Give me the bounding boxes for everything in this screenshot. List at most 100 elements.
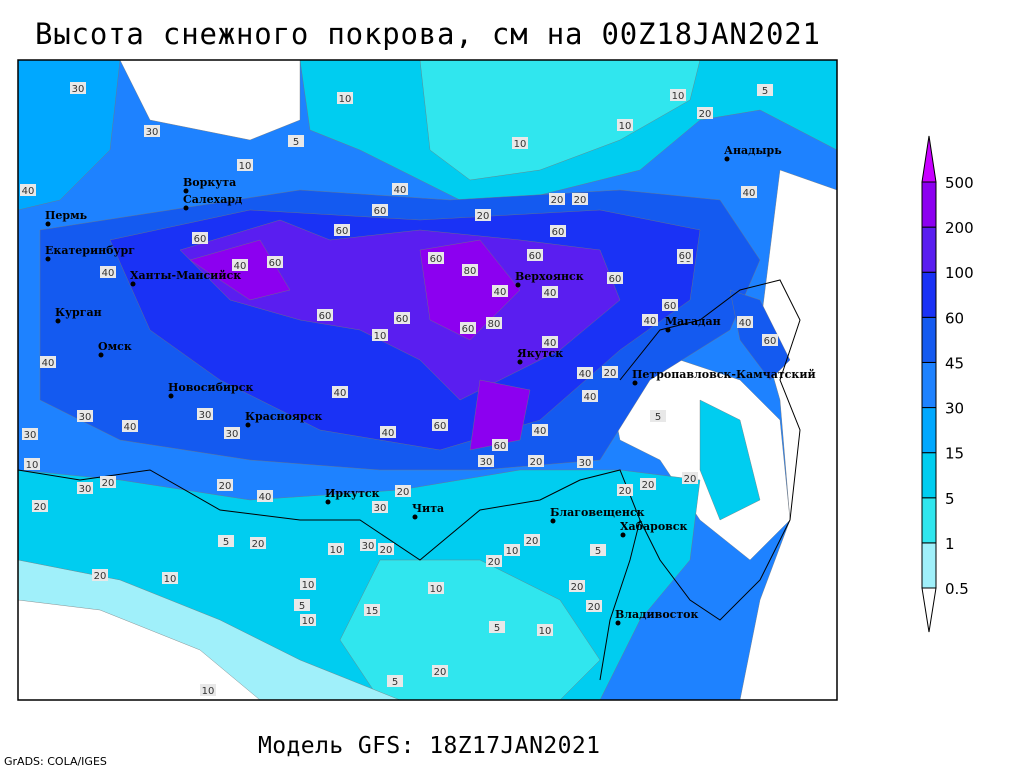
contour-label-box (762, 334, 778, 346)
contour-label: 30 (374, 503, 387, 514)
city-dot (245, 422, 251, 428)
contour-label: 20 (94, 571, 107, 582)
contour-label: 20 (219, 481, 232, 492)
contour-label: 40 (739, 318, 752, 329)
city-dot (183, 205, 189, 211)
contour-label: 40 (743, 188, 756, 199)
contour-label-box (250, 537, 266, 549)
contour-label: 20 (526, 536, 539, 547)
contour-label-box (428, 252, 444, 264)
contour-label-box (572, 193, 588, 205)
city-dot (620, 532, 626, 538)
contour-label: 60 (374, 206, 387, 217)
contour-label-box (528, 455, 544, 467)
city-dot (515, 282, 521, 288)
contour-label: 40 (124, 422, 137, 433)
contour-label: 20 (380, 545, 393, 556)
contour-label: 20 (571, 582, 584, 593)
city-dot (412, 514, 418, 520)
contour-label-box (542, 336, 558, 348)
city-name: Новосибирск (168, 381, 253, 394)
contour-label-box (640, 478, 656, 490)
snow-area (699, 399, 761, 521)
contour-label: 5 (299, 601, 305, 612)
contour-label: 30 (79, 484, 92, 495)
contour-label: 60 (764, 336, 777, 347)
contour-label-box (486, 555, 502, 567)
contour-label: 40 (22, 186, 35, 197)
colorbar-band (921, 452, 937, 499)
contour-label-box (512, 137, 528, 149)
contour-label: 40 (584, 392, 597, 403)
colorbar-label: 5 (945, 490, 955, 508)
contour-label-box (200, 684, 216, 696)
contour-label-box (372, 204, 388, 216)
contour-label-box (394, 312, 410, 324)
contour-label-box (267, 256, 283, 268)
contour-label: 5 (223, 537, 229, 548)
contour-label-box (334, 224, 350, 236)
city-name: Воркута (183, 176, 236, 189)
contour-label-box (432, 665, 448, 677)
contour-label-box (77, 482, 93, 494)
contour-label: 60 (552, 227, 565, 238)
contour-label: 30 (79, 412, 92, 423)
contour-label: 30 (199, 410, 212, 421)
contour-label: 30 (480, 457, 493, 468)
city-name: Пермь (45, 209, 88, 222)
contour-label-box (475, 209, 491, 221)
contour-label-box (192, 232, 208, 244)
snow-area (419, 60, 701, 181)
contour-label-box (300, 578, 316, 590)
contour-label-box (590, 544, 606, 556)
contour-label-box (489, 621, 505, 633)
colorbar-label: 15 (945, 445, 964, 463)
contour-label: 40 (42, 358, 55, 369)
contour-label-box (32, 500, 48, 512)
contour-label: 60 (430, 254, 443, 265)
contour-label-box (294, 599, 310, 611)
contour-label: 5 (494, 623, 500, 634)
contour-label: 20 (397, 487, 410, 498)
contour-label-box (328, 543, 344, 555)
city-dot (98, 352, 104, 358)
contour-label-box (586, 600, 602, 612)
contour-label-box (504, 544, 520, 556)
contour-label: 30 (24, 430, 37, 441)
contour-label: 5 (392, 677, 398, 688)
colorbar-band (921, 361, 937, 409)
contour-label: 20 (530, 457, 543, 468)
contour-label: 10 (26, 460, 39, 471)
colorbar-label: 45 (945, 354, 964, 372)
snow-area (18, 60, 121, 211)
contour-label-box (22, 428, 38, 440)
contour-label-box (122, 420, 138, 432)
contour-label-box (100, 476, 116, 488)
contour-label-box (532, 424, 548, 436)
contour-label: 10 (619, 121, 632, 132)
contour-label-box (462, 264, 478, 276)
contour-label: 20 (642, 480, 655, 491)
contour-label-box (607, 272, 623, 284)
contour-label-box (670, 89, 686, 101)
contour-label: 40 (334, 388, 347, 399)
city-dot (325, 499, 331, 505)
contour-label: 60 (462, 324, 475, 335)
city-dot (183, 188, 189, 194)
colorbar-band (921, 226, 937, 273)
contour-label: 60 (664, 301, 677, 312)
contour-label: 15 (366, 606, 379, 617)
contour-label: 10 (164, 574, 177, 585)
contour-label-box (40, 356, 56, 368)
contour-label-box (395, 485, 411, 497)
contour-label-box (650, 410, 666, 422)
contour-label-box (232, 259, 248, 271)
border (18, 469, 641, 681)
city-name: Магадан (665, 315, 721, 328)
contour-label-box (549, 193, 565, 205)
colorbar-label: 0.5 (945, 580, 969, 598)
city-name: Анадырь (724, 144, 782, 157)
city-name: Курган (55, 306, 102, 319)
city-dot (550, 518, 556, 524)
